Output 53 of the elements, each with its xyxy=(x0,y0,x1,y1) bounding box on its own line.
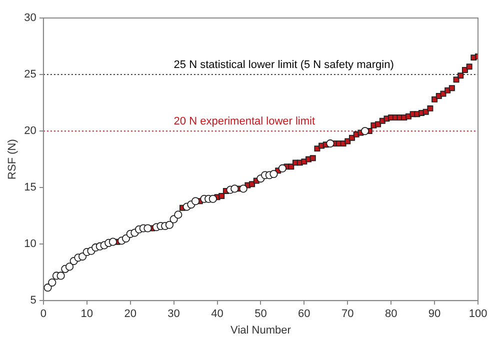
y-axis-title: RSF (N) xyxy=(6,139,19,180)
point xyxy=(174,210,182,219)
point xyxy=(288,164,294,170)
point xyxy=(310,155,316,162)
point xyxy=(56,272,65,280)
point xyxy=(427,105,434,112)
point xyxy=(348,134,355,141)
point xyxy=(278,164,286,172)
point xyxy=(249,181,256,188)
x-tick-label: 40 xyxy=(211,308,224,320)
point xyxy=(440,90,446,97)
point xyxy=(270,170,278,178)
point xyxy=(344,138,351,144)
x-tick-label: 10 xyxy=(80,308,94,320)
point xyxy=(48,278,56,287)
point xyxy=(144,224,152,232)
x-tick-label: 80 xyxy=(384,308,398,320)
point xyxy=(360,126,370,136)
y-tick-label: 5 xyxy=(30,294,36,307)
point xyxy=(462,67,468,73)
x-tick-label: 30 xyxy=(168,308,180,320)
y-tick-label: 10 xyxy=(24,238,36,250)
point xyxy=(208,194,217,203)
point xyxy=(458,72,464,79)
ref-line-label: 25 N statistical lower limit (5 N safety margin) xyxy=(174,59,394,72)
point xyxy=(65,262,74,271)
x-tick-label: 60 xyxy=(298,308,310,320)
y-tick-label: 20 xyxy=(24,125,36,138)
ref-line-label: 20 N experimental lower limit xyxy=(174,116,316,128)
x-tick-label: 90 xyxy=(428,308,441,320)
point xyxy=(191,197,200,206)
point xyxy=(108,238,118,246)
point xyxy=(230,184,239,193)
x-tick-label: 20 xyxy=(124,308,136,320)
x-tick-label: 70 xyxy=(342,308,354,320)
point xyxy=(375,121,382,128)
point xyxy=(466,64,472,70)
y-tick-label: 15 xyxy=(24,182,36,194)
y-tick-label: 30 xyxy=(24,12,36,24)
x-tick-label: 100 xyxy=(468,308,488,320)
point xyxy=(326,139,334,148)
x-tick-label: 0 xyxy=(40,308,46,320)
point xyxy=(165,220,174,229)
y-tick-label: 25 xyxy=(24,68,36,81)
point xyxy=(314,146,320,152)
point xyxy=(44,284,52,292)
point xyxy=(448,85,455,92)
point xyxy=(453,76,460,83)
x-tick-label: 50 xyxy=(254,308,267,320)
x-axis-title: Vial Number xyxy=(230,324,292,336)
point xyxy=(432,96,438,102)
point xyxy=(239,184,248,193)
point xyxy=(218,193,225,200)
